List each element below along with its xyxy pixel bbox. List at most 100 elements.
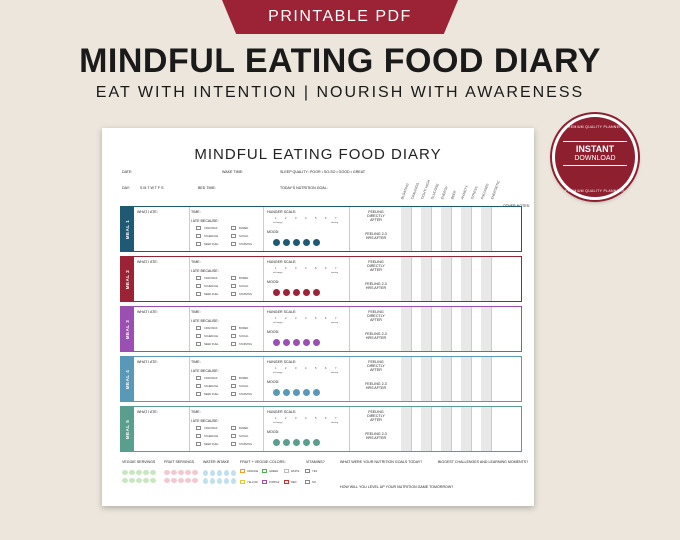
symptom-cell[interactable] [441, 357, 451, 401]
symptom-cell[interactable] [421, 207, 431, 251]
reason-checkbox-social[interactable] [231, 234, 236, 238]
reason-checkbox-social[interactable] [231, 384, 236, 388]
symptom-cell[interactable] [461, 307, 471, 351]
reason-checkbox-bored[interactable] [231, 426, 236, 430]
symptom-cell[interactable] [421, 407, 431, 451]
symptom-cell[interactable] [461, 207, 471, 251]
reason-checkbox-social[interactable] [231, 434, 236, 438]
fruit-serving-icon[interactable] [171, 478, 177, 483]
mood-face-icon[interactable] [293, 289, 300, 296]
veggie-serving-icon[interactable] [143, 470, 149, 475]
symptom-cell[interactable] [441, 257, 451, 301]
mood-face-icon[interactable] [313, 389, 320, 396]
reason-checkbox-schedule[interactable] [196, 434, 201, 438]
vitamins-yes-checkbox[interactable] [305, 469, 310, 473]
reason-checkbox-starving[interactable] [231, 242, 236, 246]
mood-face-icon[interactable] [313, 439, 320, 446]
mood-face-icon[interactable] [303, 389, 310, 396]
symptom-cell[interactable] [461, 407, 471, 451]
reason-checkbox-need-fuel[interactable] [196, 292, 201, 296]
reason-checkbox-cravings[interactable] [196, 276, 201, 280]
veggie-serving-icon[interactable] [150, 478, 156, 483]
reason-checkbox-bored[interactable] [231, 276, 236, 280]
fruit-serving-icon[interactable] [185, 470, 191, 475]
reason-checkbox-need-fuel[interactable] [196, 442, 201, 446]
mood-face-icon[interactable] [283, 339, 290, 346]
fruit-serving-icon[interactable] [164, 478, 170, 483]
reason-checkbox-need-fuel[interactable] [196, 392, 201, 396]
reason-checkbox-starving[interactable] [231, 442, 236, 446]
mood-face-icon[interactable] [293, 439, 300, 446]
symptom-cell[interactable] [421, 257, 431, 301]
water-drop-icon[interactable] [210, 470, 215, 476]
color-checkbox-purple[interactable] [262, 480, 267, 484]
reason-checkbox-schedule[interactable] [196, 334, 201, 338]
mood-face-icon[interactable] [303, 339, 310, 346]
symptom-cell[interactable] [421, 357, 431, 401]
mood-face-icon[interactable] [313, 289, 320, 296]
fruit-serving-icon[interactable] [171, 470, 177, 475]
reason-checkbox-bored[interactable] [231, 226, 236, 230]
color-checkbox-red[interactable] [284, 480, 289, 484]
fruit-serving-icon[interactable] [192, 470, 198, 475]
fruit-serving-icon[interactable] [185, 478, 191, 483]
reason-checkbox-cravings[interactable] [196, 426, 201, 430]
symptom-cell[interactable] [461, 257, 471, 301]
symptom-cell[interactable] [481, 357, 491, 401]
mood-face-icon[interactable] [303, 289, 310, 296]
mood-face-icon[interactable] [283, 389, 290, 396]
reason-checkbox-starving[interactable] [231, 292, 236, 296]
water-drop-icon[interactable] [224, 478, 229, 484]
symptom-cell[interactable] [401, 257, 411, 301]
mood-face-icon[interactable] [273, 389, 280, 396]
mood-face-icon[interactable] [303, 239, 310, 246]
water-drop-icon[interactable] [203, 478, 208, 484]
water-drop-icon[interactable] [217, 478, 222, 484]
veggie-serving-icon[interactable] [129, 470, 135, 475]
symptom-cell[interactable] [481, 207, 491, 251]
mood-face-icon[interactable] [273, 439, 280, 446]
reason-checkbox-need-fuel[interactable] [196, 342, 201, 346]
symptom-cell[interactable] [401, 307, 411, 351]
color-checkbox-orange[interactable] [240, 469, 245, 473]
mood-face-icon[interactable] [283, 239, 290, 246]
mood-face-icon[interactable] [293, 389, 300, 396]
water-drop-icon[interactable] [224, 470, 229, 476]
mood-face-icon[interactable] [303, 439, 310, 446]
veggie-serving-icon[interactable] [122, 470, 128, 475]
mood-face-icon[interactable] [293, 239, 300, 246]
fruit-serving-icon[interactable] [178, 470, 184, 475]
water-drop-icon[interactable] [210, 478, 215, 484]
veggie-serving-icon[interactable] [150, 470, 156, 475]
reason-checkbox-cravings[interactable] [196, 376, 201, 380]
reason-checkbox-cravings[interactable] [196, 326, 201, 330]
veggie-serving-icon[interactable] [122, 478, 128, 483]
symptom-cell[interactable] [461, 357, 471, 401]
symptom-cell[interactable] [441, 307, 451, 351]
mood-face-icon[interactable] [273, 289, 280, 296]
symptom-cell[interactable] [481, 257, 491, 301]
symptom-cell[interactable] [421, 307, 431, 351]
vitamins-no-checkbox[interactable] [305, 480, 310, 484]
water-drop-icon[interactable] [217, 470, 222, 476]
water-drop-icon[interactable] [231, 470, 236, 476]
mood-face-icon[interactable] [283, 289, 290, 296]
symptom-cell[interactable] [481, 407, 491, 451]
mood-face-icon[interactable] [293, 339, 300, 346]
color-checkbox-white[interactable] [284, 469, 289, 473]
veggie-serving-icon[interactable] [136, 470, 142, 475]
color-checkbox-yellow[interactable] [240, 480, 245, 484]
symptom-cell[interactable] [401, 357, 411, 401]
reason-checkbox-social[interactable] [231, 334, 236, 338]
color-checkbox-green[interactable] [262, 469, 267, 473]
veggie-serving-icon[interactable] [136, 478, 142, 483]
fruit-serving-icon[interactable] [164, 470, 170, 475]
mood-face-icon[interactable] [283, 439, 290, 446]
symptom-cell[interactable] [481, 307, 491, 351]
symptom-cell[interactable] [441, 207, 451, 251]
symptom-cell[interactable] [401, 407, 411, 451]
reason-checkbox-schedule[interactable] [196, 234, 201, 238]
mood-face-icon[interactable] [313, 239, 320, 246]
symptom-cell[interactable] [441, 407, 451, 451]
reason-checkbox-starving[interactable] [231, 342, 236, 346]
